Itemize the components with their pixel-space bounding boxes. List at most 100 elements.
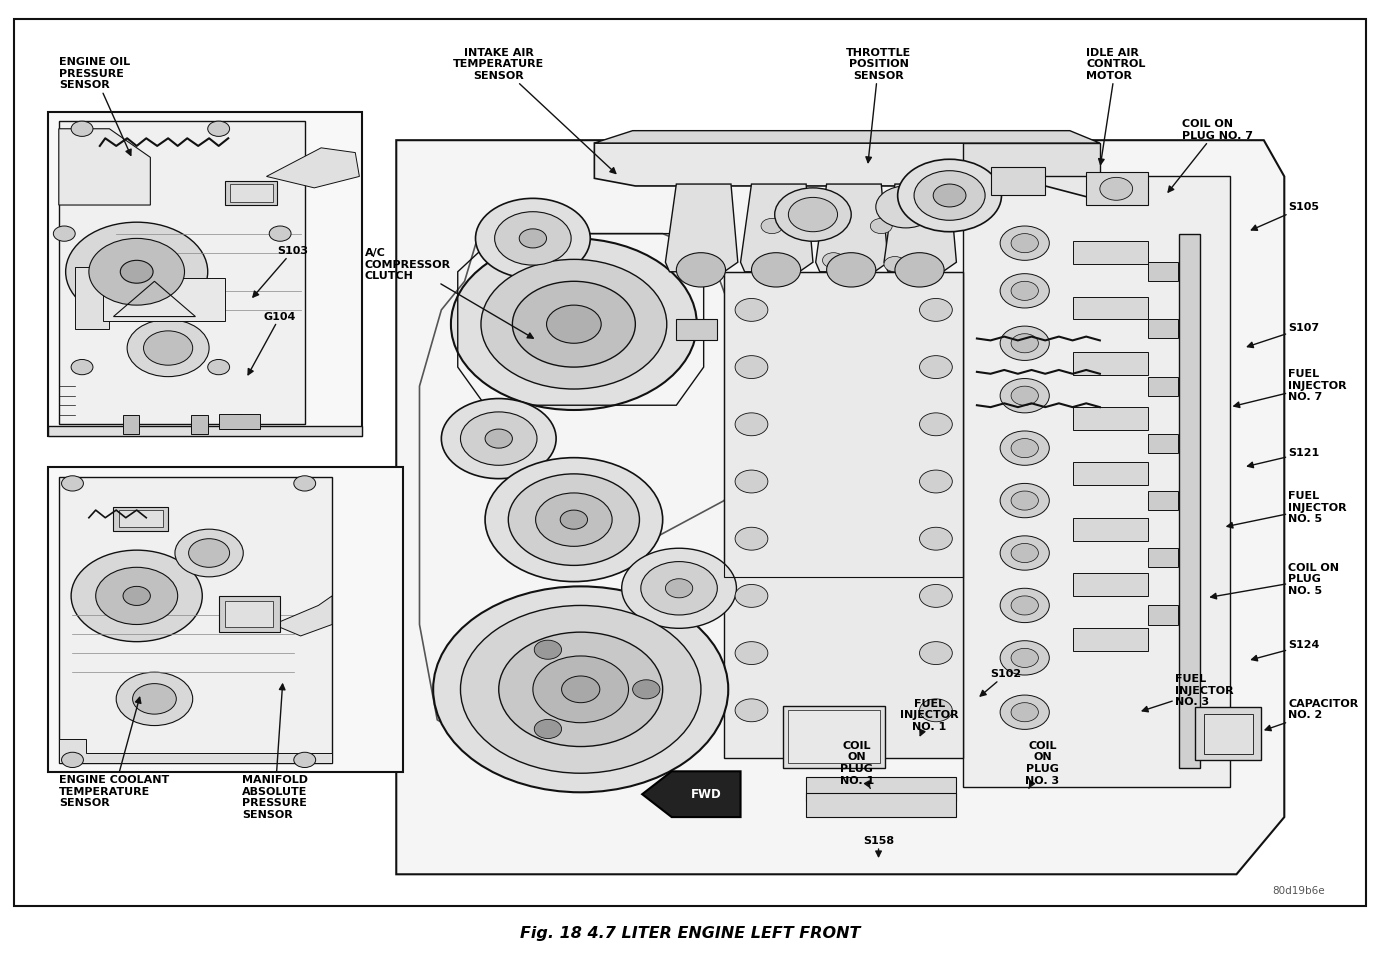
- Circle shape: [546, 305, 602, 343]
- Text: S102: S102: [980, 669, 1021, 696]
- Bar: [102, 278, 225, 322]
- Bar: [1072, 297, 1148, 320]
- Bar: [59, 477, 333, 763]
- Bar: [1072, 407, 1148, 430]
- Text: S121: S121: [1248, 448, 1319, 468]
- Text: FUEL
INJECTOR
NO. 1: FUEL INJECTOR NO. 1: [900, 699, 958, 736]
- Circle shape: [132, 684, 177, 715]
- Text: COIL
ON
PLUG
NO. 1: COIL ON PLUG NO. 1: [839, 741, 874, 789]
- Circle shape: [120, 260, 153, 283]
- Circle shape: [1012, 438, 1038, 457]
- Circle shape: [1012, 648, 1038, 667]
- Circle shape: [433, 586, 729, 793]
- Circle shape: [54, 226, 75, 242]
- Circle shape: [827, 252, 876, 287]
- Circle shape: [1000, 431, 1049, 465]
- Text: Fig. 18 4.7 LITER ENGINE LEFT FRONT: Fig. 18 4.7 LITER ENGINE LEFT FRONT: [520, 926, 860, 941]
- Circle shape: [72, 550, 203, 641]
- Circle shape: [676, 252, 726, 287]
- Circle shape: [736, 585, 767, 608]
- Bar: [1179, 234, 1199, 768]
- Circle shape: [123, 586, 150, 606]
- Circle shape: [62, 752, 83, 768]
- Circle shape: [512, 281, 635, 367]
- Bar: [123, 415, 139, 433]
- Circle shape: [621, 548, 737, 628]
- Circle shape: [484, 457, 662, 582]
- Circle shape: [665, 579, 693, 598]
- Bar: [225, 601, 273, 627]
- Circle shape: [919, 299, 952, 322]
- Polygon shape: [59, 739, 333, 763]
- Text: S105: S105: [1252, 202, 1319, 230]
- Polygon shape: [724, 272, 963, 758]
- Circle shape: [919, 413, 952, 435]
- Bar: [1148, 491, 1177, 510]
- Bar: [192, 415, 208, 433]
- Circle shape: [72, 359, 92, 375]
- Polygon shape: [963, 143, 1100, 176]
- Circle shape: [752, 252, 800, 287]
- Text: ENGINE OIL
PRESSURE
SENSOR: ENGINE OIL PRESSURE SENSOR: [59, 57, 131, 155]
- Circle shape: [535, 493, 613, 546]
- Circle shape: [269, 226, 291, 242]
- Bar: [75, 267, 109, 329]
- Bar: [113, 508, 168, 531]
- Text: CAPACITOR
NO. 2: CAPACITOR NO. 2: [1265, 699, 1359, 731]
- Bar: [119, 510, 163, 528]
- Text: COIL ON
PLUG
NO. 5: COIL ON PLUG NO. 5: [1210, 562, 1340, 599]
- Circle shape: [919, 641, 952, 664]
- Text: S158: S158: [862, 836, 894, 857]
- Text: THROTTLE
POSITION
SENSOR: THROTTLE POSITION SENSOR: [846, 48, 911, 163]
- Bar: [782, 706, 886, 768]
- Circle shape: [1012, 234, 1038, 252]
- Circle shape: [533, 656, 628, 722]
- Circle shape: [919, 585, 952, 608]
- Text: FUEL
INJECTOR
NO. 5: FUEL INJECTOR NO. 5: [1227, 491, 1347, 528]
- Circle shape: [919, 528, 952, 550]
- Circle shape: [1012, 543, 1038, 562]
- Bar: [1072, 462, 1148, 485]
- Text: 80d19b6e: 80d19b6e: [1272, 886, 1325, 897]
- Polygon shape: [642, 771, 741, 817]
- Circle shape: [519, 229, 546, 247]
- Bar: [1195, 708, 1261, 760]
- Circle shape: [760, 219, 782, 234]
- Circle shape: [1012, 386, 1038, 405]
- Bar: [676, 320, 718, 340]
- Text: A/C
COMPRESSOR
CLUTCH: A/C COMPRESSOR CLUTCH: [364, 247, 533, 338]
- Polygon shape: [665, 184, 738, 272]
- Circle shape: [451, 239, 697, 410]
- Polygon shape: [59, 129, 150, 205]
- Circle shape: [62, 476, 83, 491]
- Polygon shape: [595, 143, 1100, 200]
- Circle shape: [871, 219, 893, 234]
- Bar: [229, 184, 273, 202]
- Circle shape: [1000, 640, 1049, 675]
- Circle shape: [1000, 695, 1049, 729]
- Circle shape: [1000, 588, 1049, 623]
- Bar: [1072, 351, 1148, 375]
- Circle shape: [476, 198, 591, 278]
- Bar: [218, 596, 280, 632]
- Bar: [1148, 433, 1177, 453]
- Text: MANIFOLD
ABSOLUTE
PRESSURE
SENSOR: MANIFOLD ABSOLUTE PRESSURE SENSOR: [241, 684, 308, 820]
- Circle shape: [534, 640, 562, 660]
- Circle shape: [919, 470, 952, 493]
- Bar: [1148, 262, 1177, 281]
- Text: COIL
ON
PLUG
NO. 3: COIL ON PLUG NO. 3: [1025, 741, 1060, 789]
- Bar: [1072, 628, 1148, 651]
- Circle shape: [1012, 281, 1038, 300]
- Circle shape: [498, 632, 662, 746]
- Circle shape: [1000, 226, 1049, 260]
- Text: S124: S124: [1252, 640, 1319, 661]
- Circle shape: [534, 719, 562, 739]
- Circle shape: [1012, 596, 1038, 615]
- Circle shape: [144, 331, 193, 365]
- Circle shape: [294, 476, 316, 491]
- Polygon shape: [885, 184, 956, 272]
- Polygon shape: [266, 147, 359, 188]
- Bar: [48, 112, 362, 435]
- Circle shape: [1100, 177, 1133, 200]
- Circle shape: [1000, 535, 1049, 570]
